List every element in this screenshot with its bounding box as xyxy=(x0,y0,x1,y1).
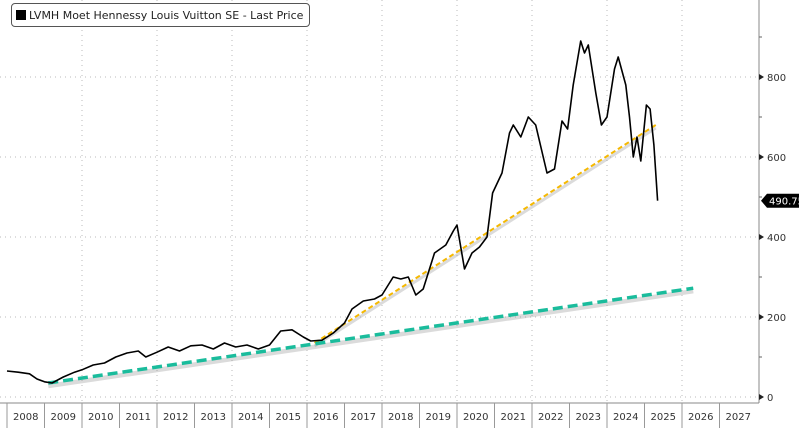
x-tick-label: 2015 xyxy=(276,412,301,423)
trendline-shadow xyxy=(313,126,657,348)
x-tick-label: 2010 xyxy=(88,412,113,423)
y-tick-label: 0 xyxy=(767,393,773,404)
y-tick-marker xyxy=(759,234,764,240)
legend: LVMH Moet Hennessy Louis Vuitton SE - La… xyxy=(11,3,311,27)
y-tick-marker xyxy=(759,154,764,160)
y-tick-marker xyxy=(759,314,764,320)
y-tick-marker xyxy=(759,394,764,400)
price-line xyxy=(6,40,659,384)
x-tick-label: 2019 xyxy=(426,412,451,423)
x-tick-label: 2024 xyxy=(613,412,638,423)
last-price-badge xyxy=(761,193,799,208)
last-price-label: 490.75 xyxy=(769,197,800,208)
y-tick-label: 200 xyxy=(767,313,786,324)
x-tick-label: 2013 xyxy=(201,412,226,423)
y-tick-label: 400 xyxy=(767,233,786,244)
x-tick-label: 2022 xyxy=(538,412,563,423)
x-tick-label: 2018 xyxy=(388,412,413,423)
y-tick-marker xyxy=(759,74,764,80)
x-tick-label: 2017 xyxy=(351,412,376,423)
x-tick-label: 2008 xyxy=(13,412,38,423)
x-tick-label: 2027 xyxy=(726,412,751,423)
x-tick-label: 2016 xyxy=(313,412,338,423)
legend-label: LVMH Moet Hennessy Louis Vuitton SE - La… xyxy=(29,8,304,22)
x-tick-label: 2011 xyxy=(126,412,151,423)
x-tick-label: 2014 xyxy=(238,412,263,423)
x-tick-label: 2012 xyxy=(163,412,188,423)
x-tick-label: 2021 xyxy=(501,412,526,423)
x-tick-label: 2026 xyxy=(688,412,713,423)
x-tick-label: 2020 xyxy=(463,412,488,423)
x-tick-label: 2025 xyxy=(651,412,676,423)
y-tick-label: 600 xyxy=(767,153,786,164)
x-tick-label: 2009 xyxy=(51,412,76,423)
trendline-long xyxy=(47,286,694,385)
trendline-shadow xyxy=(47,288,694,389)
y-tick-label: 800 xyxy=(767,73,786,84)
trendline-short xyxy=(313,124,657,344)
legend-swatch xyxy=(16,10,26,20)
x-tick-label: 2023 xyxy=(576,412,601,423)
